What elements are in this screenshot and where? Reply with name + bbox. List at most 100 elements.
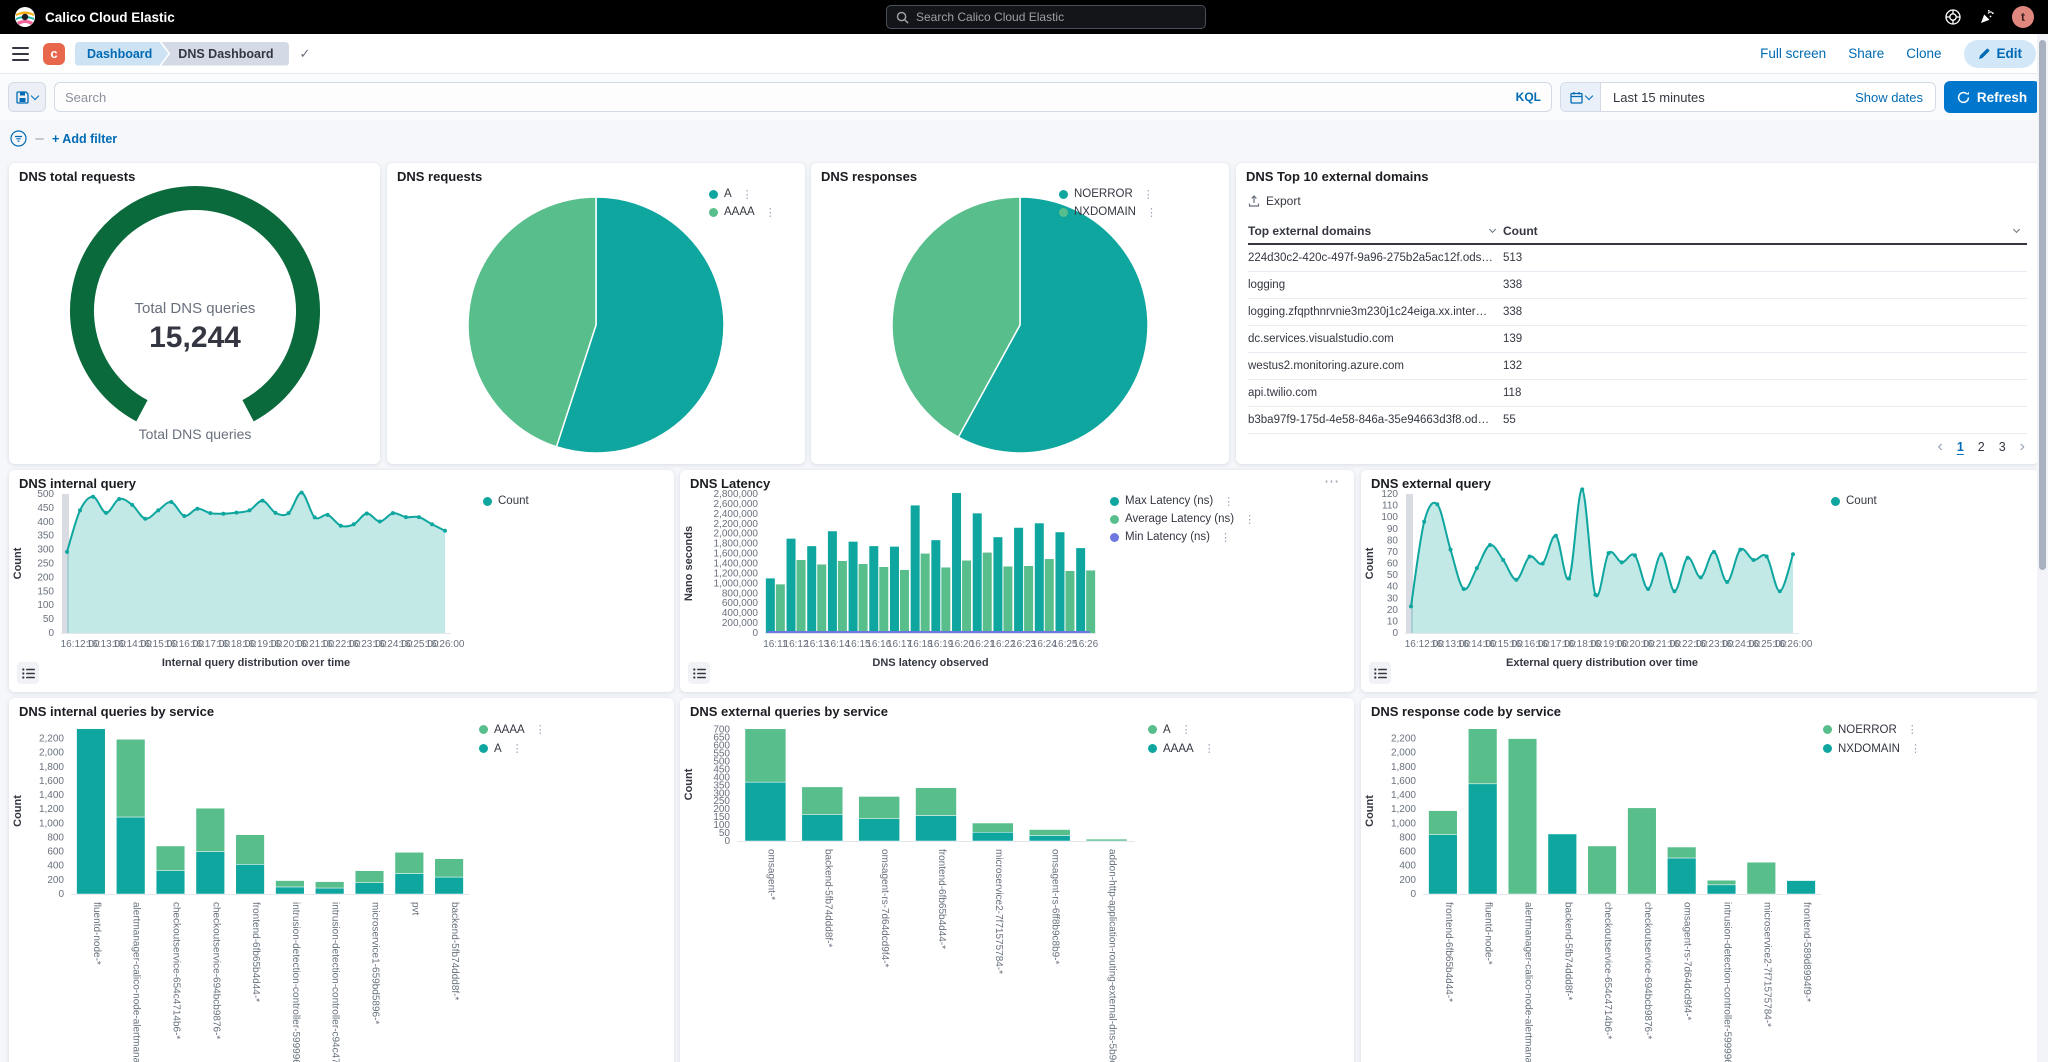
svg-text:2,200,000: 2,200,000 — [714, 519, 759, 530]
page-scrollbar[interactable] — [2037, 34, 2048, 1062]
page-2[interactable]: 2 — [1977, 440, 1985, 454]
newsfeed-party-icon[interactable] — [1978, 8, 1996, 26]
chevron-down-icon — [1584, 91, 1593, 100]
legend-item-nxdomain[interactable]: NXDOMAIN ⋮ — [1823, 739, 1921, 758]
chevron-down-icon[interactable] — [2012, 225, 2021, 234]
share-button[interactable]: Share — [1848, 46, 1885, 61]
svg-text:400: 400 — [47, 861, 64, 872]
legend-label: Average Latency (ns) — [1125, 513, 1235, 525]
legend-options-icon[interactable]: ⋮ — [511, 743, 523, 755]
full-screen-button[interactable]: Full screen — [1760, 46, 1827, 61]
legend-options-icon[interactable]: ⋮ — [534, 724, 546, 736]
panel-options-icon[interactable]: ⋯ — [1324, 473, 1340, 490]
time-range-value[interactable]: Last 15 minutes — [1613, 89, 1705, 105]
chart-legend: NOERROR ⋮ NXDOMAIN ⋮ — [1823, 720, 1921, 758]
panel-title[interactable]: DNS requests — [397, 169, 483, 184]
calendar-menu-button[interactable] — [1561, 83, 1601, 111]
legend-options-icon[interactable]: ⋮ — [741, 188, 753, 201]
help-icon[interactable] — [1944, 8, 1962, 26]
legend-label: Count — [498, 495, 529, 507]
legend-options-icon[interactable]: ⋮ — [1909, 743, 1921, 755]
space-avatar[interactable]: c — [43, 42, 65, 65]
legend-options-icon[interactable]: ⋮ — [1223, 495, 1235, 508]
legend-options-icon[interactable]: ⋮ — [1142, 188, 1154, 201]
legend-item-min-latency-ns-[interactable]: Min Latency (ns) ⋮ — [1110, 528, 1255, 546]
header-actions: t — [1944, 6, 2034, 28]
save-icon — [16, 90, 29, 104]
scrollbar-thumb[interactable] — [2039, 40, 2046, 570]
legend-label: A — [1163, 723, 1171, 736]
kql-search-box[interactable]: KQL — [54, 82, 1552, 112]
show-dates-button[interactable]: Show dates — [1855, 89, 1923, 105]
page-1[interactable]: 1 — [1956, 440, 1964, 454]
legend-item-a[interactable]: A ⋮ — [479, 739, 546, 758]
svg-text:16:17:00: 16:17:00 — [1536, 639, 1575, 650]
legend-item-noerror[interactable]: NOERROR ⋮ — [1823, 720, 1921, 739]
table-row: 224d30c2-420c-497f-9a96-275b2a5ac12f.ods… — [1248, 245, 2027, 272]
clone-button[interactable]: Clone — [1906, 46, 1942, 61]
panel-title[interactable]: DNS total requests — [19, 169, 136, 184]
column-header-count[interactable]: Count — [1503, 224, 2027, 238]
panel-title[interactable]: DNS external query — [1371, 476, 1491, 491]
page-3[interactable]: 3 — [1998, 440, 2006, 454]
legend-toggle-button[interactable] — [1369, 662, 1391, 684]
panel-title[interactable]: DNS Top 10 external domains — [1246, 169, 1429, 184]
kql-search-input[interactable] — [65, 89, 1508, 105]
column-header-domains[interactable]: Top external domains — [1248, 224, 1503, 238]
edit-button[interactable]: Edit — [1963, 39, 2036, 68]
next-page-icon[interactable]: › — [2019, 438, 2025, 455]
breadcrumb-dashboard[interactable]: Dashboard — [75, 42, 168, 66]
panel-title[interactable]: DNS responses — [821, 169, 918, 184]
legend-item-count[interactable]: Count — [483, 492, 529, 510]
global-search-input[interactable]: Search Calico Cloud Elastic — [886, 5, 1206, 29]
user-avatar[interactable]: t — [2012, 6, 2034, 28]
add-filter-button[interactable]: + Add filter — [52, 131, 118, 146]
legend-toggle-button[interactable] — [688, 662, 710, 684]
svg-text:16:26:00: 16:26:00 — [426, 639, 465, 650]
panel-title[interactable]: DNS response code by service — [1371, 704, 1562, 719]
legend-item-aaaa[interactable]: AAAA ⋮ — [479, 720, 546, 739]
legend-options-icon[interactable]: ⋮ — [764, 206, 776, 219]
legend-options-icon[interactable]: ⋮ — [1220, 531, 1232, 544]
panel-title[interactable]: DNS internal queries by service — [19, 704, 215, 719]
panel-top-external-domains: DNS Top 10 external domains Export Top e… — [1236, 163, 2039, 464]
legend-options-icon[interactable]: ⋮ — [1906, 724, 1918, 736]
elastic-logo-icon[interactable] — [14, 6, 36, 28]
legend-item-average-latency-ns-[interactable]: Average Latency (ns) ⋮ — [1110, 510, 1255, 528]
panel-title[interactable]: DNS Latency — [690, 476, 771, 491]
svg-text:2,400,000: 2,400,000 — [714, 509, 759, 520]
chevron-down-icon[interactable] — [1488, 225, 1497, 234]
legend-item-aaaa[interactable]: AAAA ⋮ — [709, 203, 776, 221]
legend-item-aaaa[interactable]: AAAA ⋮ — [1148, 739, 1215, 758]
legend-toggle-button[interactable] — [17, 662, 39, 684]
legend-options-icon[interactable]: ⋮ — [1180, 724, 1192, 736]
svg-text:frontend-6fb65b4d44-*: frontend-6fb65b4d44-* — [1443, 902, 1454, 1002]
legend-label: Min Latency (ns) — [1125, 531, 1211, 543]
legend-item-nxdomain[interactable]: NXDOMAIN ⋮ — [1059, 203, 1157, 221]
menu-hamburger-icon[interactable] — [12, 46, 29, 61]
panel-title[interactable]: DNS external queries by service — [690, 704, 888, 719]
legend-dot — [1823, 744, 1832, 753]
previous-page-icon[interactable]: ‹ — [1937, 438, 1943, 455]
legend-options-icon[interactable]: ⋮ — [1145, 206, 1157, 219]
legend-item-a[interactable]: A ⋮ — [1148, 720, 1215, 739]
legend-options-icon[interactable]: ⋮ — [1203, 743, 1215, 755]
legend-item-a[interactable]: A ⋮ — [709, 185, 776, 203]
svg-text:1,000: 1,000 — [39, 818, 64, 829]
saved-query-menu-button[interactable] — [8, 82, 46, 112]
svg-text:0: 0 — [1410, 889, 1416, 900]
legend-item-noerror[interactable]: NOERROR ⋮ — [1059, 185, 1157, 203]
refresh-button[interactable]: Refresh — [1944, 81, 2040, 113]
panel-title[interactable]: DNS internal query — [19, 476, 137, 491]
svg-text:1,400: 1,400 — [39, 790, 64, 801]
export-button[interactable]: Export — [1248, 194, 1301, 208]
app-title: Calico Cloud Elastic — [45, 9, 175, 25]
legend-item-count[interactable]: Count — [1831, 492, 1877, 510]
pencil-icon — [1978, 48, 1990, 60]
chevron-down-icon — [30, 91, 40, 100]
svg-text:0: 0 — [752, 628, 758, 639]
legend-item-max-latency-ns-[interactable]: Max Latency (ns) ⋮ — [1110, 492, 1255, 510]
kql-badge[interactable]: KQL — [1515, 90, 1541, 104]
legend-options-icon[interactable]: ⋮ — [1244, 513, 1256, 526]
filter-circle-icon[interactable] — [10, 130, 27, 147]
